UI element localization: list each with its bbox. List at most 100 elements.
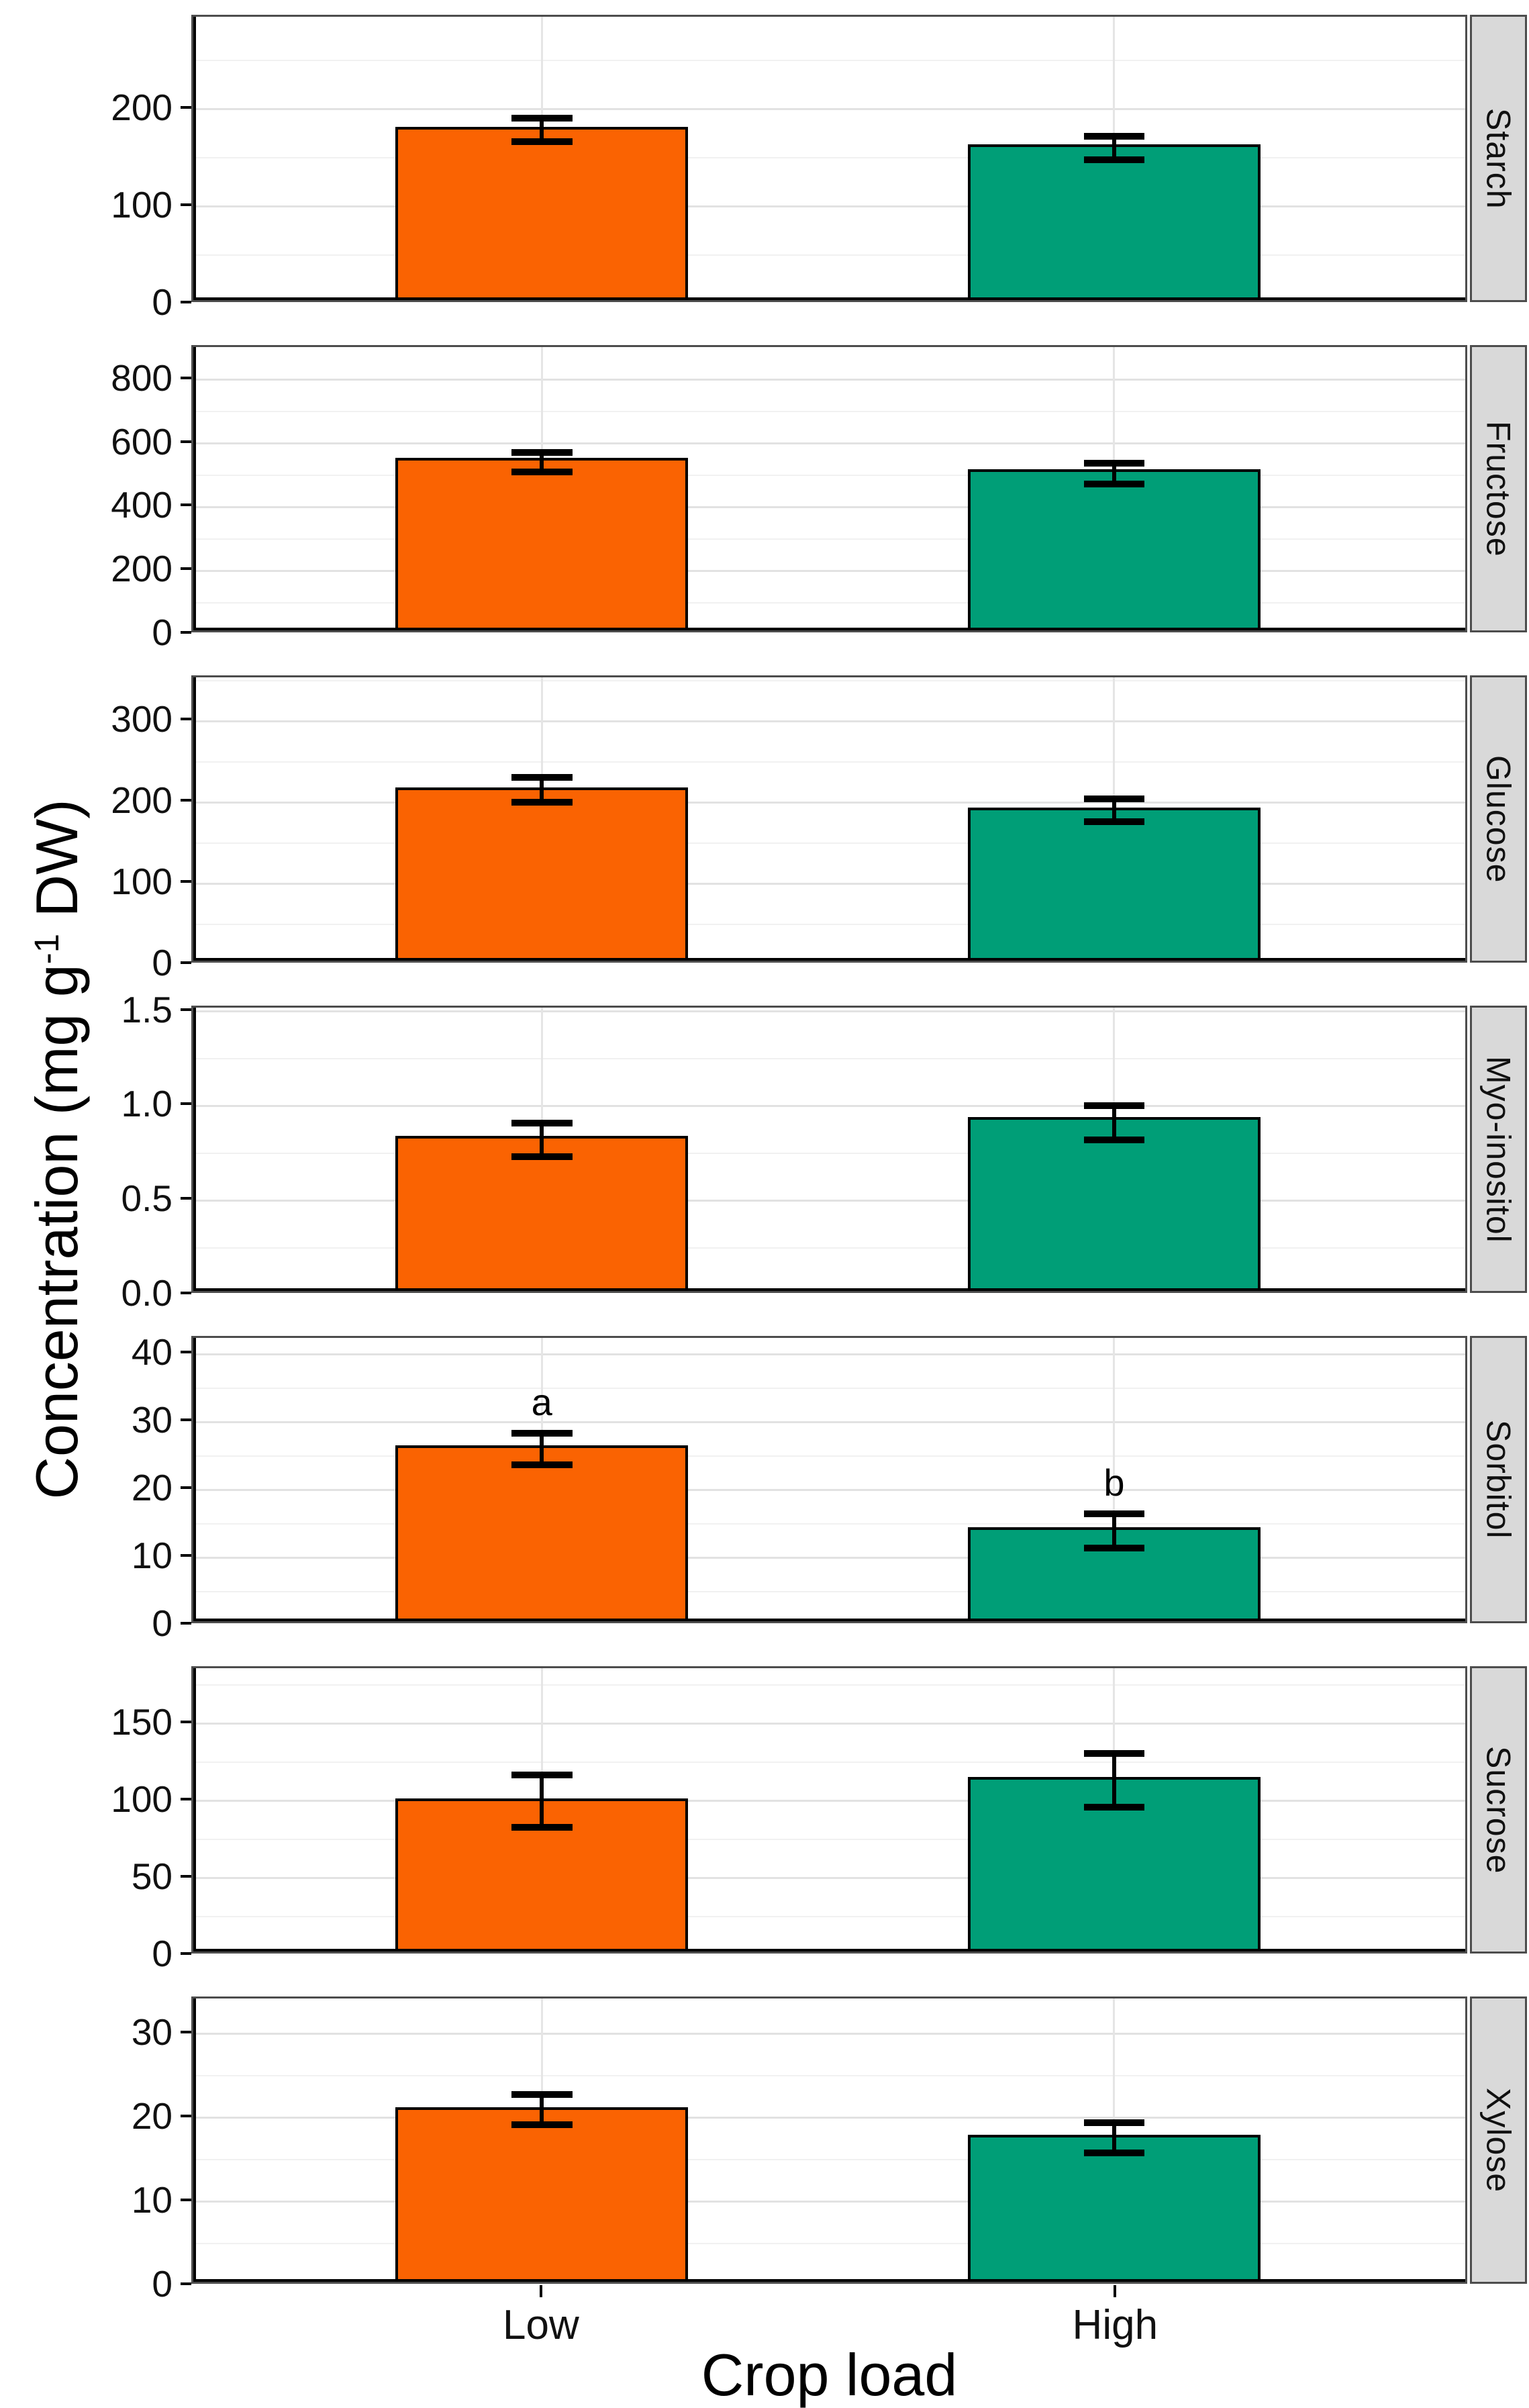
error-bar-cap-top [1083,1749,1145,1757]
error-bar-cap-top [1083,796,1145,803]
gridline-minor [193,538,1465,540]
x-axis-title: Crop load [701,2342,958,2408]
error-bar-cap-top [511,2090,573,2098]
y-tick-mark [181,718,191,721]
gridline-major [193,442,1465,445]
gridline-major [193,1800,1465,1802]
y-tick-label: 0 [152,1602,172,1644]
facet-strip-label: Starch [1479,107,1518,209]
gridline-minor [193,1916,1465,1918]
gridline-minor [193,411,1465,413]
x-tick-label-low: Low [502,2302,579,2348]
x-tick-mark [539,2285,542,2297]
bar-low-myo-inositol [395,1136,689,1291]
gridline-major [193,108,1465,111]
y-tick-mark [181,2282,191,2285]
y-tick-label: 20 [131,2094,172,2137]
y-axis-title-superscript: -1 [28,933,66,965]
facet-strip-starch: Starch [1470,15,1527,302]
error-bar-cap-bottom [1083,156,1145,164]
error-bar-cap-top [511,1771,573,1778]
y-tick-label: 0 [152,612,172,653]
bar-high-starch [968,144,1261,300]
error-bar-stem [540,452,544,472]
y-tick-mark [181,1622,191,1625]
y-tick-label: 0.5 [121,1177,172,1220]
bar-high-xylose [968,2135,1261,2282]
gridline-minor [193,601,1465,604]
gridline-major [193,801,1465,804]
gridline-minor [193,157,1465,159]
gridline-major [193,720,1465,722]
y-tick-label: 150 [111,1700,172,1743]
gridline-major [193,882,1465,885]
panel-myo-inositol [191,1006,1467,1293]
error-bar-stem [540,1774,544,1827]
bar-low-sorbitol [395,1445,689,1621]
error-bar-cap-top [1083,2119,1145,2127]
y-tick-mark [181,1351,191,1354]
gridline-major [193,1723,1465,1725]
panel-sucrose [191,1666,1467,1954]
error-bar-cap-bottom [511,799,573,806]
gridline-minor [193,2075,1465,2077]
bar-high-fructose [968,469,1261,630]
panel-glucose [191,675,1467,963]
bar-high-glucose [968,807,1261,961]
error-bar-stem [1112,1514,1116,1548]
panel-starch [191,15,1467,302]
gridline-major [193,205,1465,208]
y-tick-label: 10 [131,1535,172,1577]
y-tick-mark [181,2198,191,2201]
y-tick-label: 800 [111,356,172,399]
error-bar-cap-bottom [511,138,573,145]
gridline-major [193,379,1465,381]
error-bar-stem [1112,1106,1116,1141]
error-bar-stem [1112,463,1116,484]
gridline-minor [193,1247,1465,1249]
error-bar-cap-top [511,449,573,456]
y-tick-label: 200 [111,548,172,590]
y-tick-label: 1.5 [121,988,172,1030]
y-tick-label: 0 [152,942,172,983]
facet-strip-glucose: Glucose [1470,675,1527,963]
y-tick-mark [181,1720,191,1723]
gridline-major [193,1353,1465,1355]
facet-strip-sucrose: Sucrose [1470,1666,1527,1954]
y-tick-mark [181,2030,191,2033]
y-axis-line [193,347,196,630]
y-tick-mark [181,1102,191,1106]
error-bar-stem [540,117,544,142]
y-tick-label: 1.0 [121,1083,172,1125]
y-tick-label: 400 [111,484,172,526]
y-tick-label: 0 [152,2263,172,2305]
error-bar-cap-bottom [1083,1544,1145,1551]
facet-strip-label: Fructose [1479,420,1518,557]
gridline-vertical [1113,1338,1116,1621]
facet-strip-myo-inositol: Myo-inositol [1470,1006,1527,1293]
gridline-minor [193,254,1465,256]
gridline-major [193,1488,1465,1491]
error-bar-stem [1112,136,1116,160]
significance-letter-high-sorbitol: b [1103,1461,1125,1504]
y-tick-mark [181,1797,191,1800]
error-bar-stem [1112,2123,1116,2154]
x-tick-mark [1114,2285,1117,2297]
gridline-major [193,505,1465,508]
significance-letter-low-sorbitol: a [531,1381,552,1424]
gridline-minor [193,475,1465,476]
error-bar-stem [540,1122,544,1157]
y-axis-line [193,1338,196,1621]
bar-low-glucose [395,787,689,961]
y-axis-line [193,1668,196,1952]
gridline-major [193,2201,1465,2203]
gridline-minor [193,1455,1465,1457]
gridline-minor [193,1058,1465,1060]
gridline-major [193,1199,1465,1202]
panel-fructose [191,345,1467,632]
y-axis-title-suffix: DW) [23,799,91,934]
y-tick-label: 0 [152,1933,172,1974]
error-bar-stem [540,2094,544,2125]
gridline-major [193,569,1465,572]
